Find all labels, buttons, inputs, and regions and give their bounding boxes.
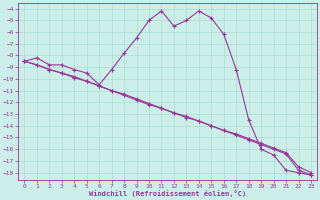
X-axis label: Windchill (Refroidissement éolien,°C): Windchill (Refroidissement éolien,°C) [89, 190, 246, 197]
